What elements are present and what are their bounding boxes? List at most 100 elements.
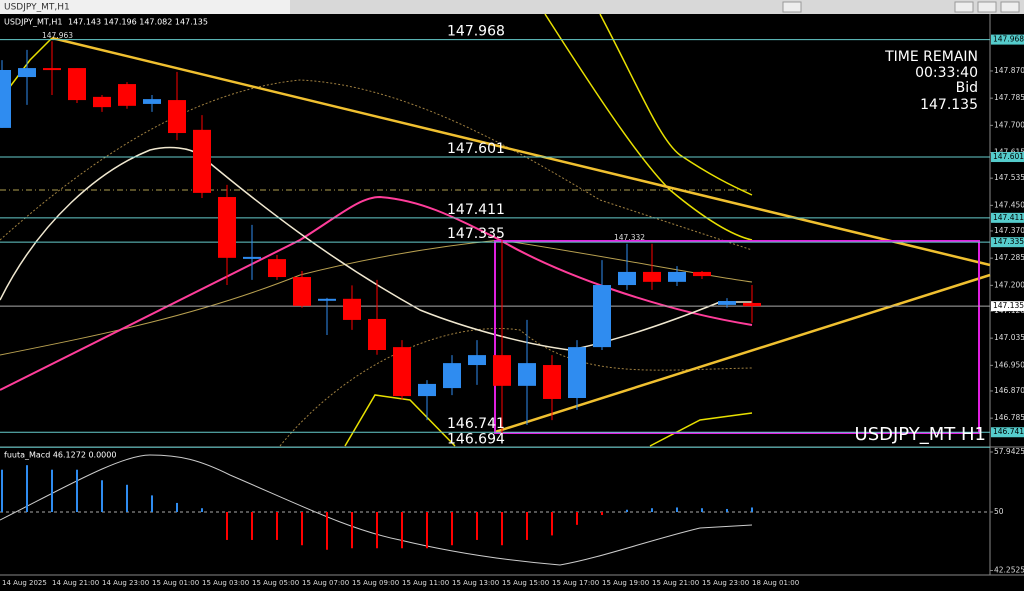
x-tick-label: 14 Aug 23:00 xyxy=(102,579,149,587)
candle-body xyxy=(443,363,461,389)
bid-axis-box xyxy=(991,301,1024,312)
candle-body xyxy=(368,318,386,350)
x-tick-label: 15 Aug 03:00 xyxy=(202,579,249,587)
time-remain-label: TIME REMAIN xyxy=(884,49,978,65)
moving-average xyxy=(0,239,753,356)
y-tick-label: 147.035 xyxy=(994,333,1024,342)
main-panel xyxy=(0,13,991,447)
y-tick-label: 147.200 xyxy=(994,280,1024,289)
level-axis-label: 146.741 xyxy=(993,427,1024,436)
watermark: USDJPY_MT H1 xyxy=(855,424,986,445)
x-tick-label: 15 Aug 07:00 xyxy=(302,579,349,587)
candle-body xyxy=(418,383,436,397)
candle-body xyxy=(268,259,286,278)
level-label: 146.741 xyxy=(447,416,505,432)
band-line xyxy=(649,412,753,447)
x-tick-label: 15 Aug 15:00 xyxy=(502,579,549,587)
candle-body xyxy=(43,68,61,71)
bid-axis-label: 147.135 xyxy=(993,301,1024,310)
close-button[interactable] xyxy=(1000,1,1020,13)
candle-body xyxy=(643,271,661,282)
level-axis-box xyxy=(991,427,1024,438)
candle-body xyxy=(493,355,511,386)
level-axis-box xyxy=(991,34,1024,45)
candle-body xyxy=(93,96,111,108)
candle-body xyxy=(468,355,486,366)
x-tick-label: 15 Aug 23:00 xyxy=(702,579,749,587)
y-tick-label: 147.370 xyxy=(994,226,1024,235)
y-tick-label: 42.2525 xyxy=(994,566,1024,575)
trendline xyxy=(51,36,991,267)
candle-body xyxy=(193,129,211,193)
maximize-button[interactable] xyxy=(977,1,997,13)
y-tick-label: 147.785 xyxy=(994,93,1024,102)
candle-body xyxy=(68,68,86,101)
bid-label: Bid xyxy=(956,80,978,96)
indicator-line xyxy=(279,328,753,447)
minimize-button[interactable] xyxy=(782,1,802,13)
band-line xyxy=(344,394,456,447)
x-tick-label: 18 Aug 01:00 xyxy=(752,579,799,587)
level-axis-box xyxy=(991,212,1024,223)
window-title: USDJPY_MT,H1 xyxy=(4,3,70,13)
time-remain-value: 00:33:40 xyxy=(915,65,978,81)
y-tick-label: 147.285 xyxy=(994,253,1024,262)
moving-average xyxy=(0,195,753,391)
level-label: 147.601 xyxy=(447,141,505,157)
x-tick-label: 15 Aug 13:00 xyxy=(452,579,499,587)
range-box xyxy=(494,240,980,434)
level-label: 147.968 xyxy=(447,24,505,40)
candle-body xyxy=(218,197,236,258)
candle-body xyxy=(293,277,311,306)
candle-body xyxy=(318,298,336,301)
candle-body xyxy=(743,302,761,307)
x-tick-label: 15 Aug 01:00 xyxy=(152,579,199,587)
candle-body xyxy=(393,347,411,397)
candle-body xyxy=(168,100,186,134)
x-tick-label: 15 Aug 21:00 xyxy=(652,579,699,587)
y-tick-label: 146.785 xyxy=(994,413,1024,422)
y-tick-label: 57.9425 xyxy=(994,447,1024,456)
level-axis-label: 147.411 xyxy=(993,213,1024,222)
candle-body xyxy=(518,363,536,386)
candle-body xyxy=(18,68,36,78)
minimize-button[interactable] xyxy=(954,1,974,13)
indicator-line xyxy=(0,79,753,251)
band-line xyxy=(544,13,753,241)
x-tick-label: 14 Aug 21:00 xyxy=(52,579,99,587)
band-line xyxy=(599,13,753,196)
symbol-title: USDJPY_MT,H1 xyxy=(4,18,62,27)
level-label: 147.335 xyxy=(447,226,505,242)
y-tick-label: 147.870 xyxy=(994,66,1024,75)
y-tick-label: 147.535 xyxy=(994,173,1024,182)
y-tick-label: 50 xyxy=(994,507,1004,516)
candle-body xyxy=(143,99,161,104)
candle-body xyxy=(543,365,561,399)
x-tick-label: 15 Aug 19:00 xyxy=(602,579,649,587)
x-tick-label: 15 Aug 17:00 xyxy=(552,579,599,587)
signal-line xyxy=(0,454,753,566)
indicator-title: fuuta_Macd 46.1272 0.0000 xyxy=(4,451,116,460)
x-tick-label: 14 Aug 2025 xyxy=(2,579,47,587)
price-annotation: 147.963 xyxy=(42,31,73,40)
y-tick-label: 146.870 xyxy=(994,386,1024,395)
bid-value: 147.135 xyxy=(920,97,978,113)
level-axis-box xyxy=(991,152,1024,163)
x-tick-label: 15 Aug 11:00 xyxy=(402,579,449,587)
candle-body xyxy=(693,271,711,277)
candle-body xyxy=(668,271,686,282)
price-annotation: 147.332 xyxy=(614,233,645,242)
level-axis-label: 147.968 xyxy=(993,35,1024,44)
x-tick-label: 15 Aug 09:00 xyxy=(352,579,399,587)
x-tick-label: 15 Aug 05:00 xyxy=(252,579,299,587)
candle-body xyxy=(243,256,261,259)
candle-body xyxy=(343,298,361,320)
y-tick-label: 146.950 xyxy=(994,360,1024,369)
window-tab xyxy=(0,0,290,14)
candle-body xyxy=(718,301,736,305)
candle-body xyxy=(618,271,636,286)
y-tick-label: 147.700 xyxy=(994,120,1024,129)
candle-body xyxy=(0,70,11,128)
